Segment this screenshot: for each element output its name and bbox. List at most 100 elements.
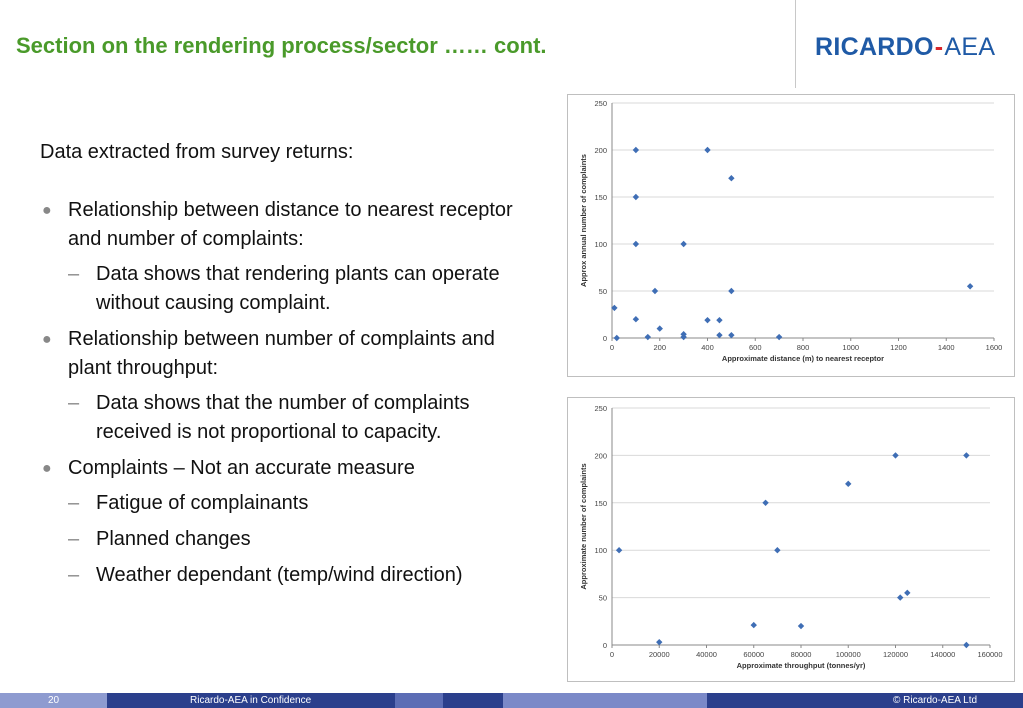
x-tick-label: 400 xyxy=(701,343,714,352)
data-point xyxy=(762,499,769,506)
x-tick-label: 1000 xyxy=(842,343,859,352)
data-point xyxy=(728,331,735,339)
distance-chart-svg: 0 50 100 150 200 250 0 200 400 600 800 1000 1200 1400… xyxy=(579,99,1003,363)
logo-dash: - xyxy=(934,33,944,61)
x-tick-label: 80000 xyxy=(791,650,812,659)
sub-bullet: – Planned changes xyxy=(68,525,540,554)
x-tick-label: 120000 xyxy=(883,650,908,659)
data-point xyxy=(704,146,711,154)
data-point xyxy=(651,287,659,295)
throughput-chart-svg: 0 50 100 150 200 250 0 20000 40000 60000 80000 1000… xyxy=(579,404,1003,670)
footer-segment xyxy=(395,693,443,708)
dash-icon: – xyxy=(68,564,80,586)
data-point xyxy=(904,589,911,597)
data-point xyxy=(644,333,652,341)
data-point xyxy=(716,331,723,339)
sub-bullet-text: Data shows that rendering plants can ope… xyxy=(96,263,500,314)
bullet-text: Relationship between number of complaint… xyxy=(68,328,495,379)
sub-list: – Data shows that rendering plants can op… xyxy=(68,260,540,318)
data-point xyxy=(728,287,735,295)
data-point xyxy=(632,316,640,323)
y-axis-label: Approximate number of complaints xyxy=(579,463,588,589)
data-point xyxy=(897,594,904,601)
bullet-text: Relationship between distance to nearest… xyxy=(68,199,513,250)
data-point xyxy=(797,622,805,630)
x-tick-label: 600 xyxy=(749,343,762,352)
x-tick-label: 1200 xyxy=(890,343,907,352)
data-point xyxy=(704,316,711,324)
data-point xyxy=(892,452,899,459)
logo-divider xyxy=(795,0,796,88)
confidentiality-label: Ricardo-AEA in Confidence xyxy=(190,695,312,706)
data-point xyxy=(728,175,735,182)
data-point xyxy=(750,621,757,629)
y-tick-label: 100 xyxy=(594,546,607,555)
distance-chart: 0 50 100 150 200 250 0 200 400 600 800 1000 1200 1400… xyxy=(567,94,1015,377)
x-tick-label: 60000 xyxy=(743,650,764,659)
intro-text: Data extracted from survey returns: xyxy=(40,141,354,163)
throughput-chart: 0 50 100 150 200 250 0 20000 40000 60000 80000 1000… xyxy=(567,397,1015,682)
x-tick-label: 0 xyxy=(610,343,614,352)
bullet-dot-icon: ● xyxy=(42,331,52,348)
data-point xyxy=(680,240,687,248)
logo-sub-text: AEA xyxy=(944,33,996,61)
bullet-list: ● Relationship between distance to neare… xyxy=(40,196,540,590)
data-point xyxy=(613,334,620,342)
y-tick-label: 150 xyxy=(594,499,607,508)
sub-bullet: – Data shows that the number of complaint… xyxy=(68,389,540,447)
y-axis-label: Approx annual number of complaints xyxy=(579,154,588,287)
x-tick-label: 140000 xyxy=(930,650,955,659)
data-point xyxy=(632,146,640,154)
x-tick-label: 20000 xyxy=(649,650,670,659)
data-point xyxy=(656,325,663,332)
sub-list: – Fatigue of complainants – Planned change… xyxy=(68,489,540,590)
sub-bullet-text: Fatigue of complainants xyxy=(96,492,309,514)
x-tick-label: 0 xyxy=(610,650,614,659)
y-tick-label: 200 xyxy=(594,451,607,460)
dash-icon: – xyxy=(68,528,80,550)
data-point xyxy=(963,452,970,459)
logo-main-text: RICARDO xyxy=(815,33,934,61)
footer-segment xyxy=(503,693,707,708)
dash-icon: – xyxy=(68,492,80,514)
footer-segment xyxy=(0,693,107,708)
dash-icon: – xyxy=(68,392,80,414)
sub-bullet-text: Weather dependant (temp/wind direction) xyxy=(96,564,463,586)
y-tick-label: 50 xyxy=(599,287,607,296)
y-tick-label: 250 xyxy=(594,404,607,413)
bullet-complaints: ● Complaints – Not an accurate measure –… xyxy=(40,454,540,590)
y-tick-label: 100 xyxy=(594,240,607,249)
x-tick-label: 800 xyxy=(797,343,810,352)
data-point xyxy=(963,641,970,649)
y-tick-label: 0 xyxy=(603,641,607,650)
data-point xyxy=(632,240,640,248)
bullet-dot-icon: ● xyxy=(42,460,52,477)
page-number: 20 xyxy=(48,695,60,706)
x-tick-label: 200 xyxy=(653,343,666,352)
x-tick-label: 100000 xyxy=(836,650,861,659)
data-point xyxy=(716,316,723,324)
sub-bullet: – Fatigue of complainants xyxy=(68,489,540,518)
y-tick-label: 250 xyxy=(594,99,607,108)
slide-title: Section on the rendering process/sector … xyxy=(16,33,547,58)
x-tick-label: 1600 xyxy=(986,343,1003,352)
x-axis-label: Approximate throughput (tonnes/yr) xyxy=(737,661,866,670)
dash-icon: – xyxy=(68,263,80,285)
x-tick-label: 40000 xyxy=(696,650,717,659)
sub-bullet-text: Data shows that the number of complaints… xyxy=(96,392,470,443)
sub-bullet-text: Planned changes xyxy=(96,528,251,550)
slide-body: Data extracted from survey returns: ● Re… xyxy=(40,138,540,597)
y-tick-label: 50 xyxy=(599,594,607,603)
bullet-distance: ● Relationship between distance to neare… xyxy=(40,196,540,318)
ricardo-aea-logo: RICARDO-AEA xyxy=(815,33,995,62)
data-point xyxy=(615,547,623,554)
bullet-text: Complaints – Not an accurate measure xyxy=(68,457,415,479)
x-axis-label: Approximate distance (m) to nearest rece… xyxy=(722,354,884,363)
sub-bullet: – Data shows that rendering plants can op… xyxy=(68,260,540,318)
data-point xyxy=(656,638,663,646)
data-point xyxy=(774,547,781,554)
data-point xyxy=(680,333,687,341)
bullet-throughput: ● Relationship between number of complai… xyxy=(40,325,540,447)
copyright-label: © Ricardo-AEA Ltd xyxy=(893,695,978,706)
y-tick-label: 200 xyxy=(594,146,607,155)
